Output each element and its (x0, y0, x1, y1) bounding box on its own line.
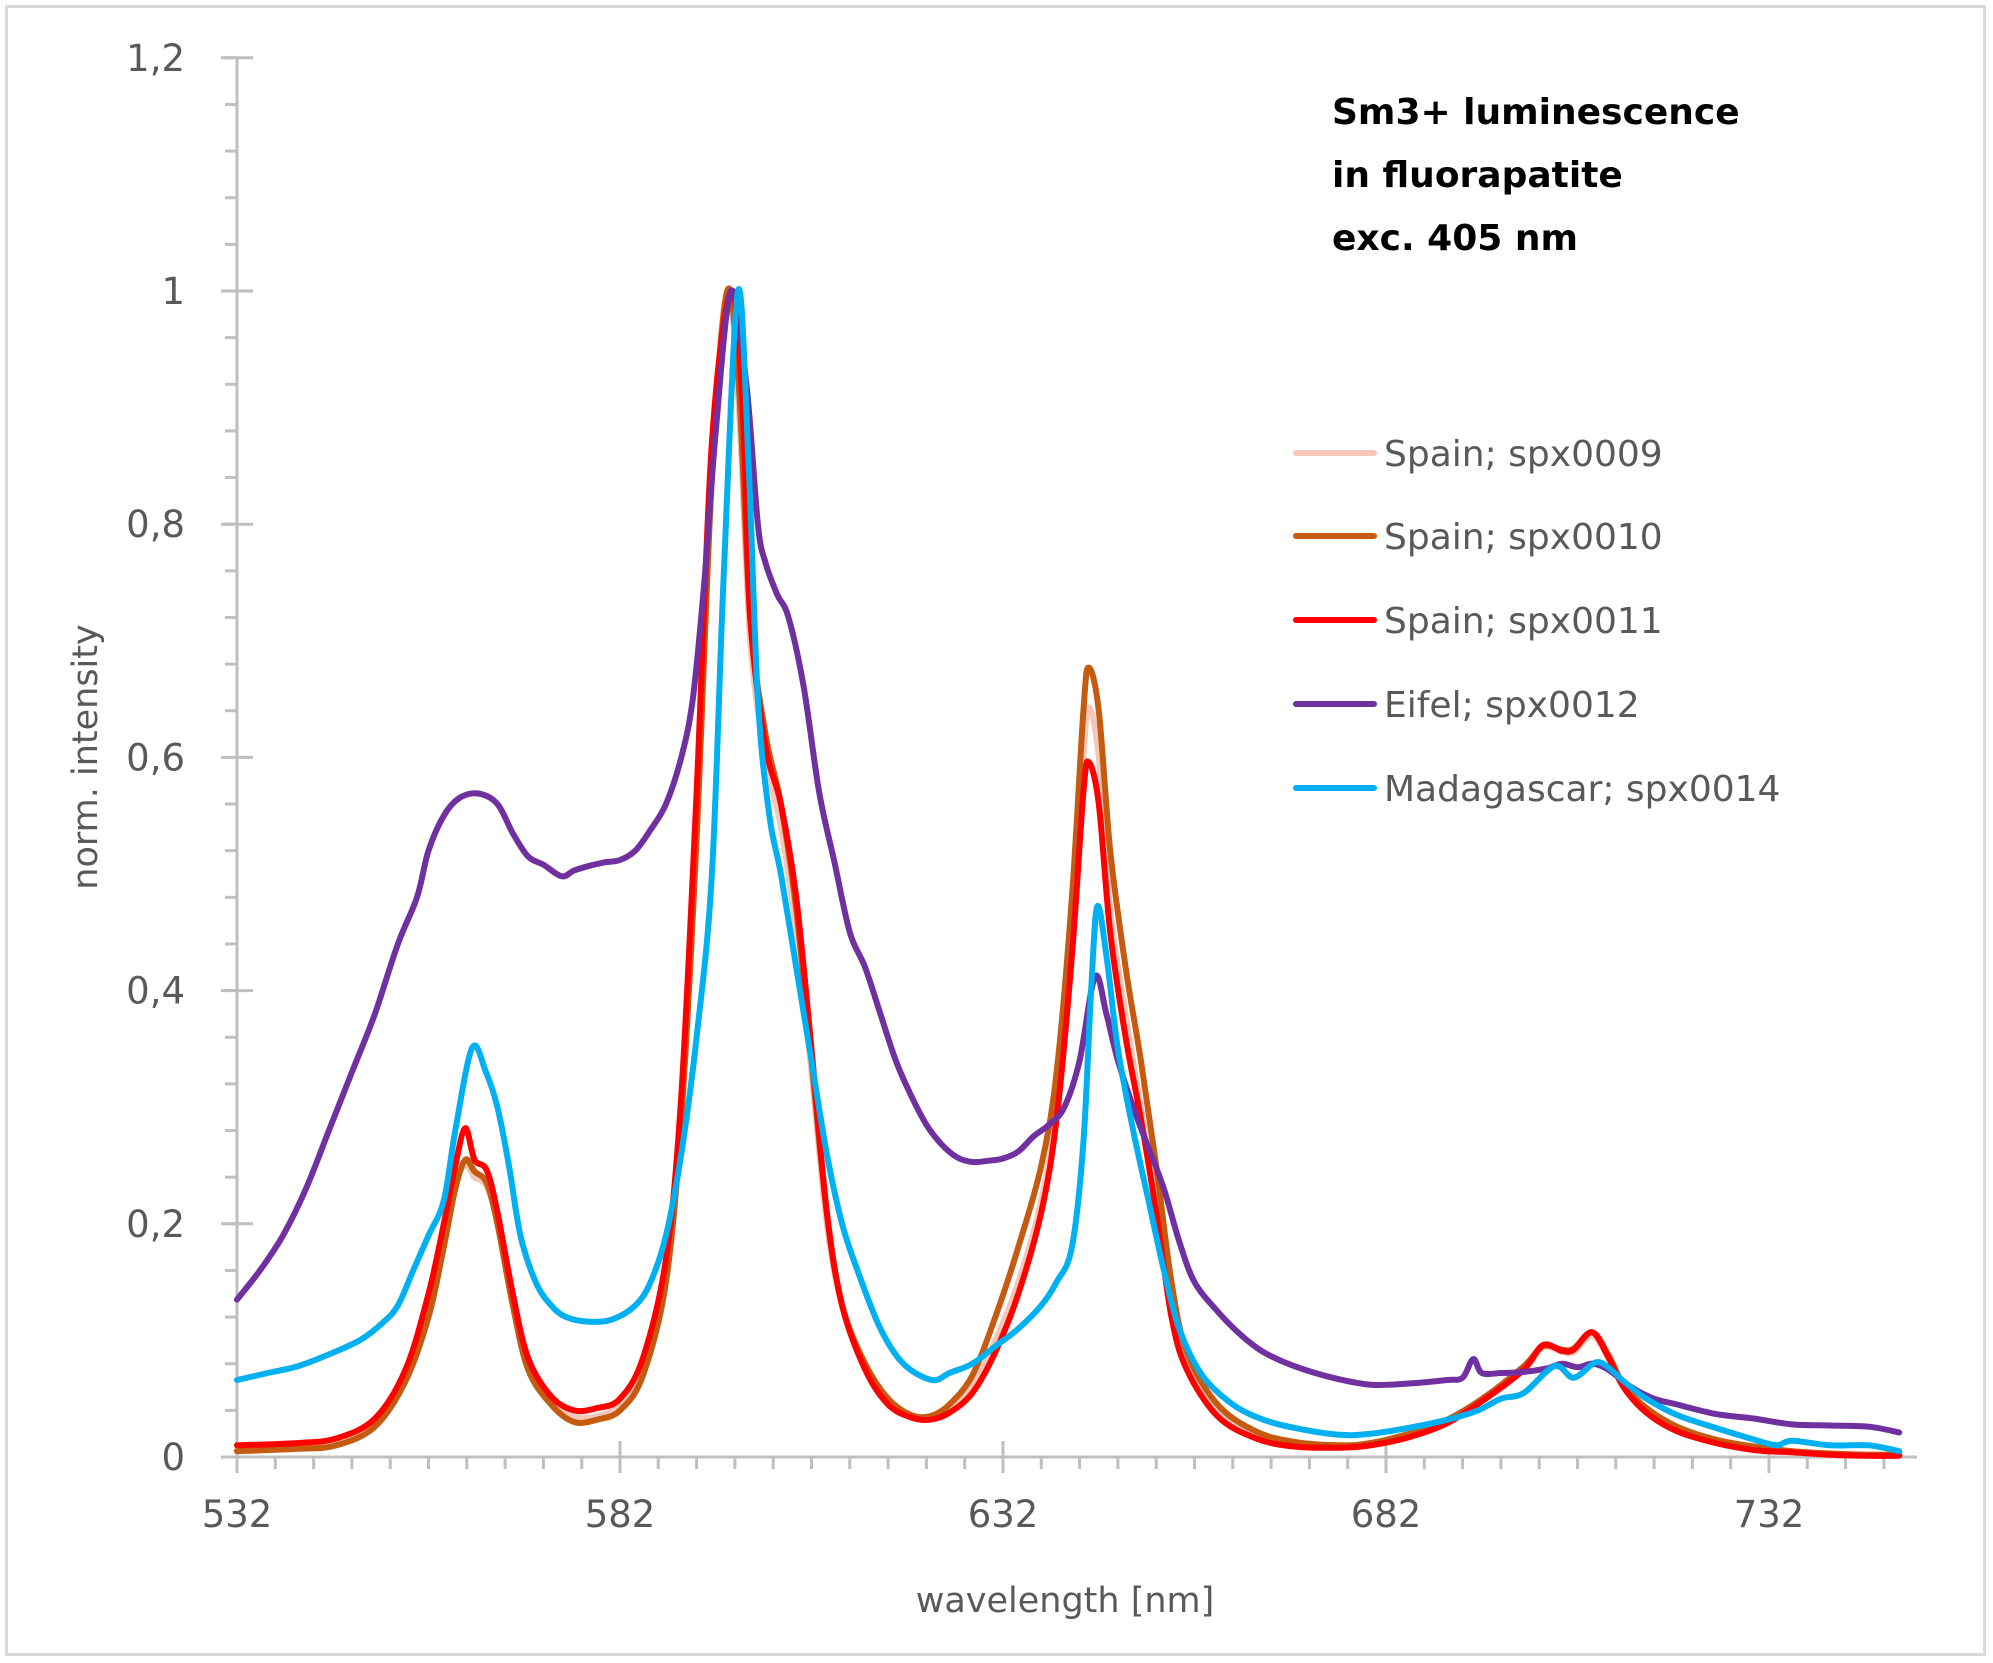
x-tick-label: 732 (1734, 1493, 1805, 1536)
y-tick-label: 1,2 (126, 37, 185, 80)
legend-label: Madagascar; spx0014 (1384, 769, 1780, 810)
y-tick-label: 0,2 (126, 1203, 185, 1246)
x-tick-label: 682 (1351, 1493, 1422, 1536)
legend-label: Spain; spx0011 (1384, 601, 1663, 642)
title-line-1: Sm3+ luminescence (1332, 92, 1740, 133)
legend-label: Spain; spx0009 (1384, 434, 1663, 475)
y-tick-label: 1 (161, 270, 185, 313)
chart-title: Sm3+ luminescence in fluorapatite exc. 4… (1332, 92, 1740, 259)
legend-label: Spain; spx0010 (1384, 517, 1663, 558)
x-ticks: 532 582 632 682 732 (202, 1441, 1886, 1536)
y-tick-label: 0 (161, 1436, 185, 1479)
legend-label: Eifel; spx0012 (1384, 685, 1640, 726)
legend-item: Spain; spx0010 (1293, 517, 1663, 558)
series-line-5 (234, 286, 1903, 1455)
y-tick-label: 0,8 (126, 503, 185, 546)
series-layer (234, 285, 1903, 1459)
y-tick-label: 0,6 (126, 736, 185, 779)
y-axis-title: norm. intensity (66, 624, 106, 889)
x-axis-title: wavelength [nm] (916, 1581, 1215, 1621)
legend: Spain; spx0009 Spain; spx0010 Spain; spx00… (1293, 434, 1780, 810)
x-tick-label: 632 (968, 1493, 1039, 1536)
y-tick-label: 0,4 (126, 970, 185, 1013)
legend-item: Madagascar; spx0014 (1293, 769, 1780, 810)
series-line-4 (234, 287, 1903, 1436)
chart-frame (5, 5, 1986, 1656)
legend-item: Spain; spx0009 (1293, 434, 1663, 475)
title-line-2: in fluorapatite (1332, 155, 1623, 196)
legend-item: Eifel; spx0012 (1293, 685, 1640, 726)
axes: 0 0,2 0,4 0,6 0,8 1 1,2 532 582 632 682 732 (126, 37, 1917, 1536)
x-tick-label: 532 (202, 1493, 273, 1536)
y-ticks: 0 0,2 0,4 0,6 0,8 1 1,2 (126, 37, 253, 1479)
legend-item: Spain; spx0011 (1293, 601, 1663, 642)
x-tick-label: 582 (585, 1493, 656, 1536)
title-line-3: exc. 405 nm (1332, 218, 1578, 259)
